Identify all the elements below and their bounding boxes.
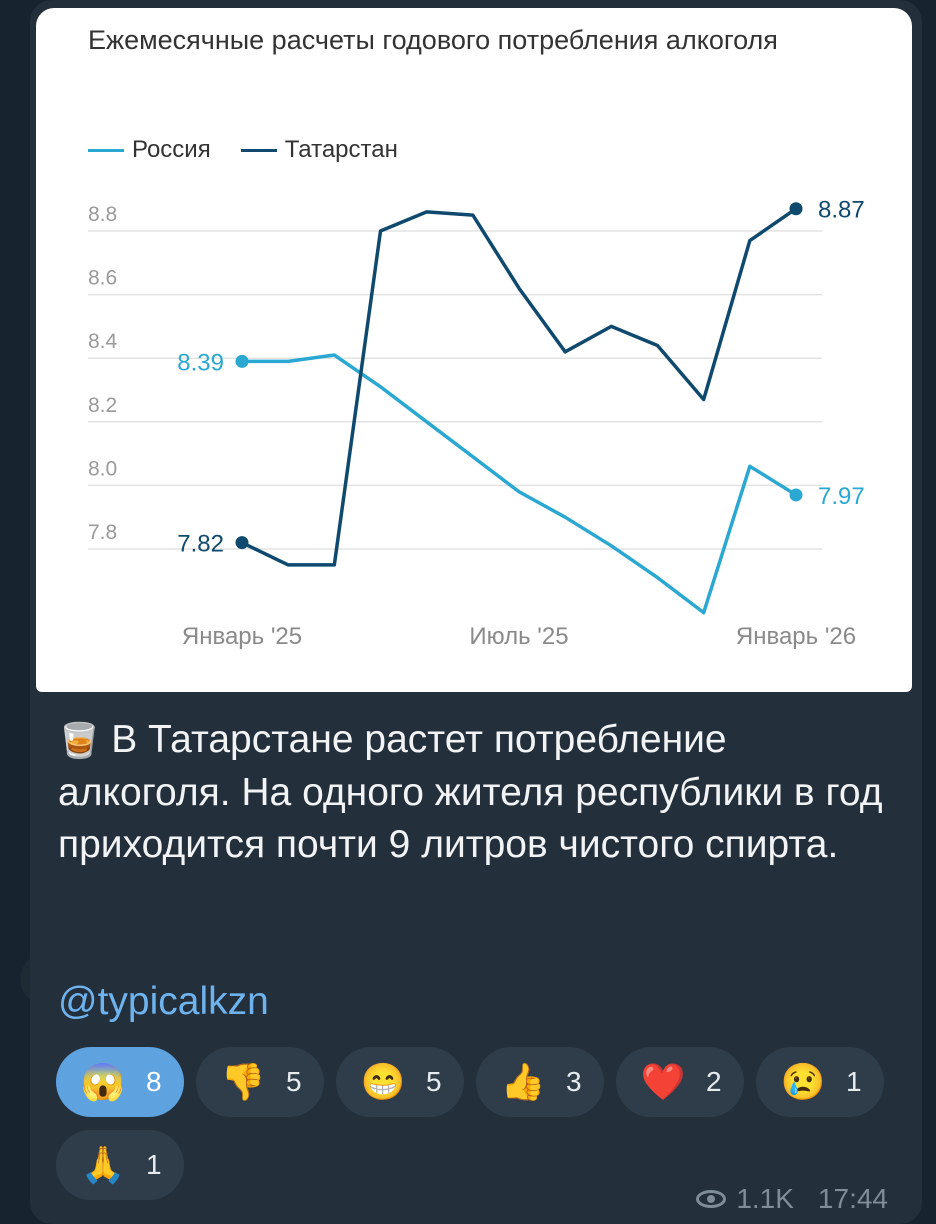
data-label-start: 7.82 — [177, 531, 224, 558]
y-tick-label: 7.8 — [88, 521, 117, 544]
reaction-count: 3 — [566, 1066, 582, 1097]
reaction-count: 1 — [846, 1066, 862, 1097]
reaction-pray-icon: 🙏 — [80, 1144, 126, 1185]
chart-title: Ежемесячные расчеты годового потребления… — [88, 25, 778, 55]
data-label-end: 7.97 — [818, 483, 865, 510]
series-end-point — [789, 488, 803, 502]
view-count: 1.1K — [736, 1183, 794, 1214]
y-tick-label: 8.2 — [88, 394, 117, 417]
reaction-scream-icon: 😱 — [80, 1061, 126, 1102]
reaction-thumbs-down-icon: 👎 — [220, 1061, 266, 1102]
series-end-point — [789, 202, 803, 216]
x-tick-label: Январь '26 — [736, 623, 856, 650]
reaction-thumbs-up-button[interactable]: 👍 3 — [476, 1047, 604, 1117]
data-label-end: 8.87 — [818, 197, 865, 224]
legend-item-russia: Россия — [88, 136, 211, 164]
reaction-grin-button[interactable]: 😁 5 — [336, 1047, 464, 1117]
reaction-heart-icon: ❤️ — [640, 1061, 686, 1102]
channel-handle-link[interactable]: @typicalkzn — [58, 980, 269, 1023]
reaction-count: 5 — [286, 1066, 302, 1097]
line-chart: 8.8 8.6 8.4 8.2 8.0 7.8 Январь '25 Июль '25 Янва… — [88, 197, 865, 650]
eye-icon — [696, 1190, 727, 1208]
reaction-count: 2 — [706, 1066, 722, 1097]
legend-item-tatarstan: Татарстан — [240, 136, 398, 164]
y-tick-label: 8.0 — [88, 457, 117, 480]
post-caption: 🥃 В Татарстане растет потребление алкого… — [58, 714, 908, 871]
chart-legend: Россия Татарстан — [88, 136, 398, 164]
x-tick-label: Июль '25 — [469, 623, 568, 650]
series-line-russia — [242, 353, 797, 615]
chart-image[interactable]: Ежемесячные расчеты годового потребления… — [36, 8, 912, 692]
series-line-tatarstan — [241, 207, 797, 567]
legend-swatch-russia — [88, 148, 124, 152]
series-start-point — [235, 536, 249, 550]
message-meta: 1.1K 17:44 — [696, 1183, 888, 1215]
tumbler-glass-icon: 🥃 — [58, 722, 101, 760]
message-time: 17:44 — [817, 1183, 888, 1214]
legend-swatch-tatarstan — [240, 148, 277, 152]
reaction-scream-button[interactable]: 😱 8 — [56, 1047, 184, 1117]
post-caption-text: В Татарстане растет потребление алкоголя… — [58, 718, 883, 866]
reaction-thumbs-up-icon: 👍 — [500, 1061, 546, 1102]
reaction-count: 5 — [426, 1066, 442, 1097]
y-tick-label: 8.6 — [88, 267, 117, 290]
legend-label-tatarstan: Татарстан — [284, 136, 398, 163]
data-label-start: 8.39 — [177, 349, 224, 376]
reaction-thumbs-down-button[interactable]: 👎 5 — [196, 1047, 324, 1117]
y-tick-label: 8.4 — [88, 330, 118, 353]
reaction-count: 1 — [146, 1149, 162, 1180]
series-start-point — [235, 354, 249, 368]
reaction-cry-button[interactable]: 😢 1 — [756, 1047, 884, 1117]
legend-label-russia: Россия — [132, 136, 211, 163]
x-tick-label: Январь '25 — [182, 623, 302, 650]
reaction-heart-button[interactable]: ❤️ 2 — [616, 1047, 744, 1117]
reaction-count: 8 — [146, 1066, 162, 1097]
reaction-grin-icon: 😁 — [360, 1061, 406, 1102]
y-tick-label: 8.8 — [88, 203, 117, 226]
reaction-cry-icon: 😢 — [780, 1061, 826, 1102]
reaction-pray-button[interactable]: 🙏 1 — [56, 1130, 184, 1200]
